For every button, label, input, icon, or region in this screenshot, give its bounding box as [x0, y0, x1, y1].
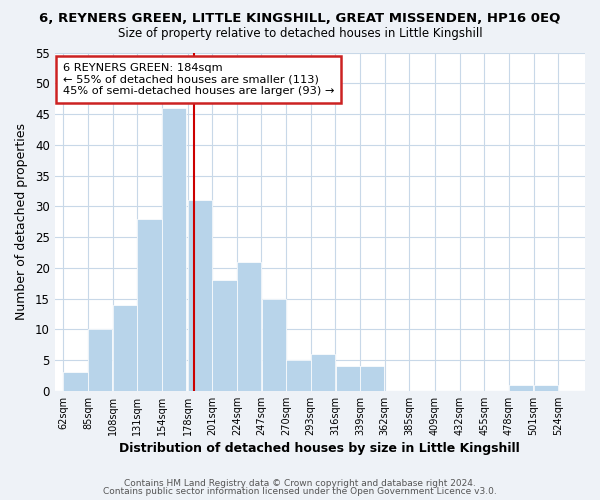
Text: Contains public sector information licensed under the Open Government Licence v3: Contains public sector information licen…: [103, 488, 497, 496]
Bar: [360, 366, 385, 391]
Bar: [64, 372, 88, 391]
Text: 6, REYNERS GREEN, LITTLE KINGSHILL, GREAT MISSENDEN, HP16 0EQ: 6, REYNERS GREEN, LITTLE KINGSHILL, GREA…: [40, 12, 560, 26]
Text: 6 REYNERS GREEN: 184sqm
← 55% of detached houses are smaller (113)
45% of semi-d: 6 REYNERS GREEN: 184sqm ← 55% of detache…: [62, 62, 334, 96]
Bar: [113, 304, 137, 391]
Bar: [137, 218, 161, 391]
Bar: [509, 384, 533, 391]
Bar: [162, 108, 186, 391]
Text: Size of property relative to detached houses in Little Kingshill: Size of property relative to detached ho…: [118, 28, 482, 40]
Bar: [188, 200, 212, 391]
Bar: [286, 360, 311, 391]
Bar: [335, 366, 360, 391]
Bar: [534, 384, 558, 391]
Bar: [262, 298, 286, 391]
Bar: [311, 354, 335, 391]
Text: Contains HM Land Registry data © Crown copyright and database right 2024.: Contains HM Land Registry data © Crown c…: [124, 478, 476, 488]
Y-axis label: Number of detached properties: Number of detached properties: [15, 123, 28, 320]
Bar: [88, 330, 112, 391]
Bar: [212, 280, 236, 391]
X-axis label: Distribution of detached houses by size in Little Kingshill: Distribution of detached houses by size …: [119, 442, 520, 455]
Bar: [237, 262, 261, 391]
